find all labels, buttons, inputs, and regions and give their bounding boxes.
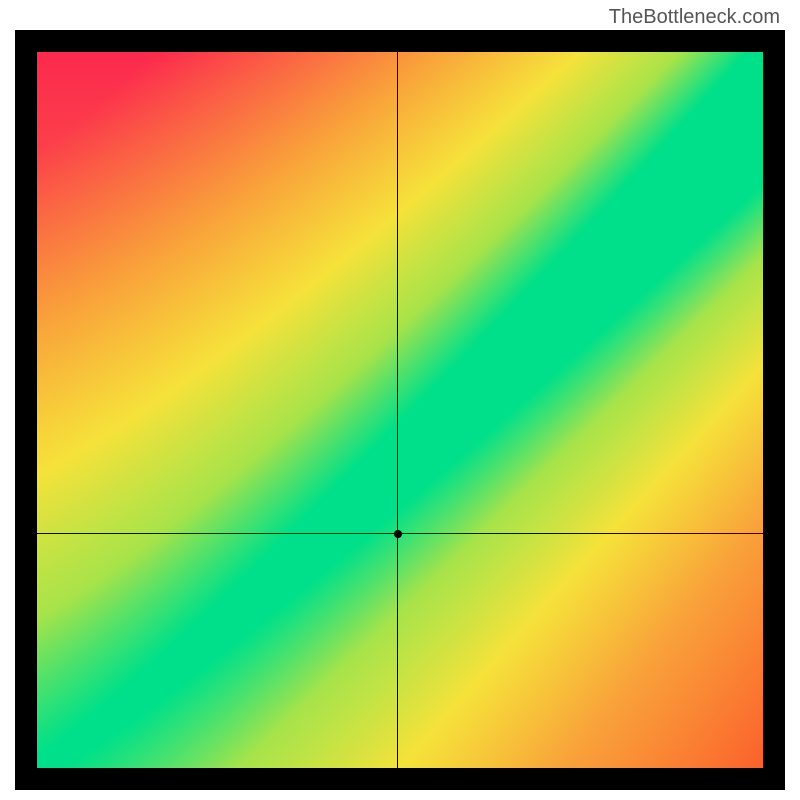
crosshair-vertical (397, 52, 398, 768)
heatmap-canvas (37, 52, 763, 768)
selection-marker[interactable] (394, 530, 402, 538)
plot-area (37, 52, 763, 768)
watermark-text: TheBottleneck.com (609, 6, 780, 29)
